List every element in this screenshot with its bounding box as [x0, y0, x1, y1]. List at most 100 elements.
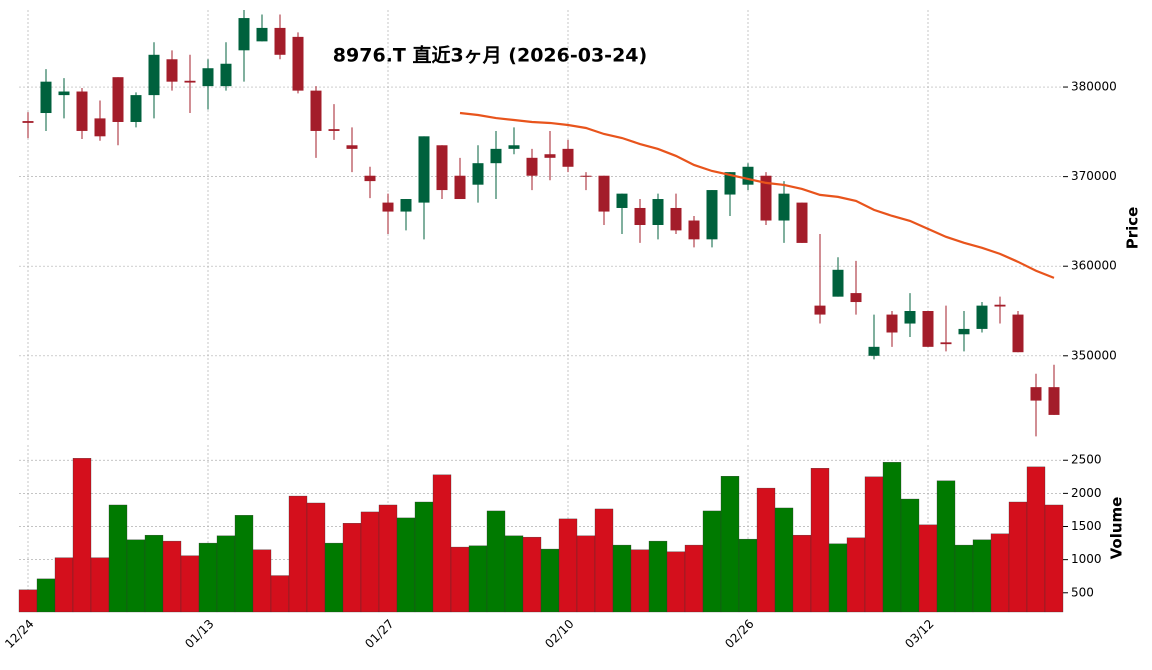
candle-body	[886, 314, 898, 333]
candle-body	[742, 166, 754, 185]
candle-body	[598, 175, 610, 212]
candle-body	[760, 175, 772, 221]
candle-body	[184, 80, 196, 83]
volume-bar	[234, 515, 254, 613]
volume-bar	[342, 523, 362, 613]
volume-bar	[90, 557, 110, 613]
volume-bar	[108, 504, 128, 613]
volume-bar	[936, 480, 956, 613]
volume-bar	[540, 548, 560, 613]
volume-bar	[504, 535, 524, 613]
volume-bar	[468, 545, 488, 613]
volume-bar	[774, 507, 794, 613]
candle-body	[706, 190, 718, 240]
candle-body	[418, 136, 430, 203]
candle-body	[382, 202, 394, 212]
y2-tick-label: 1000	[1071, 552, 1102, 566]
candle-body	[958, 328, 970, 335]
volume-bar	[702, 510, 722, 613]
candle-body	[904, 311, 916, 324]
volume-bar	[828, 543, 848, 613]
volume-bar	[648, 540, 668, 613]
volume-bar	[432, 474, 452, 613]
volume-bar	[1044, 504, 1064, 613]
volume-bar	[684, 544, 704, 613]
candle-body	[454, 175, 466, 200]
candle-body	[202, 68, 214, 87]
volume-bar	[990, 533, 1010, 613]
volume-bar	[360, 511, 380, 613]
candle-body	[1012, 314, 1024, 353]
volume-bar	[378, 504, 398, 613]
candle-body	[472, 163, 484, 185]
candle-body	[796, 202, 808, 243]
volume-bar	[288, 495, 308, 613]
y-tick-label: 360000	[1071, 259, 1117, 273]
candle-body	[778, 193, 790, 221]
volume-bar	[1008, 501, 1028, 613]
candle-body	[670, 207, 682, 231]
y2-tick-label: 2000	[1071, 486, 1102, 500]
candle-body	[310, 90, 322, 131]
volume-bar	[972, 539, 992, 613]
candle-body	[436, 145, 448, 191]
y-tick-label: 350000	[1071, 348, 1117, 362]
candle-body	[274, 27, 286, 55]
volume-bar	[414, 501, 434, 613]
candle-body	[490, 148, 502, 164]
volume-bar	[36, 578, 56, 613]
volume-bar	[810, 468, 830, 613]
y-axis-label: Price	[1124, 207, 1142, 250]
volume-bar	[306, 502, 326, 613]
volume-axis-label: Volume	[1108, 497, 1126, 560]
x-tick-label: 01/27	[362, 617, 396, 651]
volume-bar	[486, 510, 506, 613]
candle-body	[58, 91, 70, 96]
candle-body	[652, 199, 664, 225]
candle-body	[364, 175, 376, 182]
candle-body	[724, 172, 736, 195]
volume-bar	[846, 537, 866, 613]
x-tick-label: 12/24	[2, 617, 36, 651]
y2-tick-label: 1500	[1071, 519, 1102, 533]
candle-body	[130, 95, 142, 122]
candle-body	[688, 220, 700, 240]
volume-bar	[612, 544, 632, 613]
candle-body	[922, 311, 934, 347]
volume-bar	[198, 542, 218, 613]
candle-body	[526, 157, 538, 176]
candle-body	[832, 269, 844, 297]
volume-bar	[270, 575, 290, 613]
volume-bar	[1026, 466, 1046, 613]
candle-body	[238, 18, 250, 51]
candle-body	[616, 193, 628, 208]
candle-body	[634, 207, 646, 225]
candle-body	[976, 305, 988, 329]
volume-bar	[144, 534, 164, 613]
volume-bar	[180, 555, 200, 613]
candle-body	[868, 346, 880, 356]
volume-bar	[450, 546, 470, 613]
candle-body	[292, 36, 304, 91]
volume-bar	[630, 549, 650, 613]
candle-body	[850, 293, 862, 303]
candle-body	[256, 27, 268, 42]
volume-bar	[558, 518, 578, 613]
candle-body	[562, 148, 574, 167]
candle-body	[22, 121, 34, 123]
candle-body	[76, 91, 88, 131]
volume-bar	[252, 549, 272, 613]
volume-bar	[72, 458, 92, 613]
volume-bar	[18, 589, 38, 613]
volume-bar	[54, 557, 74, 613]
x-tick-label: 03/12	[902, 617, 936, 651]
volume-bar	[666, 551, 686, 613]
candle-body	[40, 81, 52, 114]
volume-bar	[900, 498, 920, 613]
candle-body	[1030, 387, 1042, 401]
volume-bar	[396, 517, 416, 613]
candle-body	[940, 342, 952, 345]
volume-bar	[864, 476, 884, 613]
candle-body	[148, 54, 160, 96]
